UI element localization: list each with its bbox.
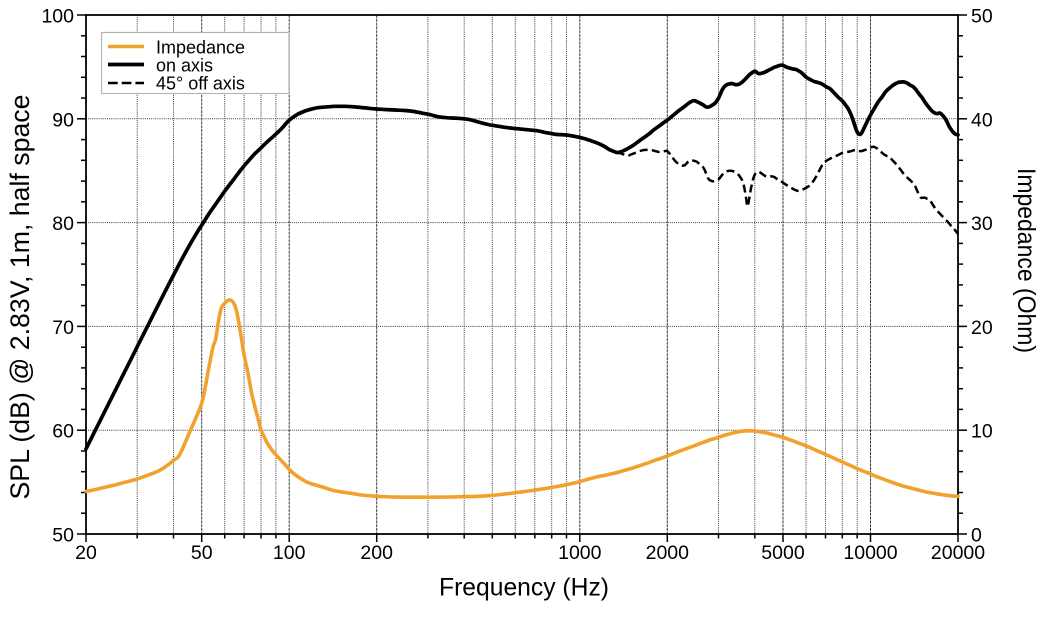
svg-text:100: 100 [41,6,74,28]
svg-text:Impedance: Impedance [156,38,245,58]
svg-text:on axis: on axis [156,56,213,76]
svg-text:20: 20 [75,542,97,564]
svg-text:2000: 2000 [646,542,690,564]
svg-text:50: 50 [971,6,993,28]
svg-text:200: 200 [360,542,393,564]
svg-text:50: 50 [191,542,213,564]
svg-text:20: 20 [971,317,993,339]
svg-text:60: 60 [52,421,74,443]
svg-text:1000: 1000 [558,542,602,564]
svg-text:20000: 20000 [931,542,985,564]
svg-text:80: 80 [52,213,74,235]
svg-text:70: 70 [52,317,74,339]
svg-text:100: 100 [273,542,306,564]
svg-text:Frequency (Hz): Frequency (Hz) [439,574,609,602]
svg-text:40: 40 [971,109,993,131]
svg-text:Impedance (Ohm): Impedance (Ohm) [1012,168,1040,353]
svg-text:10000: 10000 [843,542,897,564]
svg-text:5000: 5000 [761,542,805,564]
svg-text:90: 90 [52,109,74,131]
svg-text:0: 0 [971,525,982,547]
svg-text:30: 30 [971,213,993,235]
svg-text:10: 10 [971,421,993,443]
svg-text:45° off axis: 45° off axis [156,74,245,94]
svg-text:SPL (dB) @ 2.83V, 1m, half spa: SPL (dB) @ 2.83V, 1m, half space [5,95,35,500]
svg-text:50: 50 [52,525,74,547]
